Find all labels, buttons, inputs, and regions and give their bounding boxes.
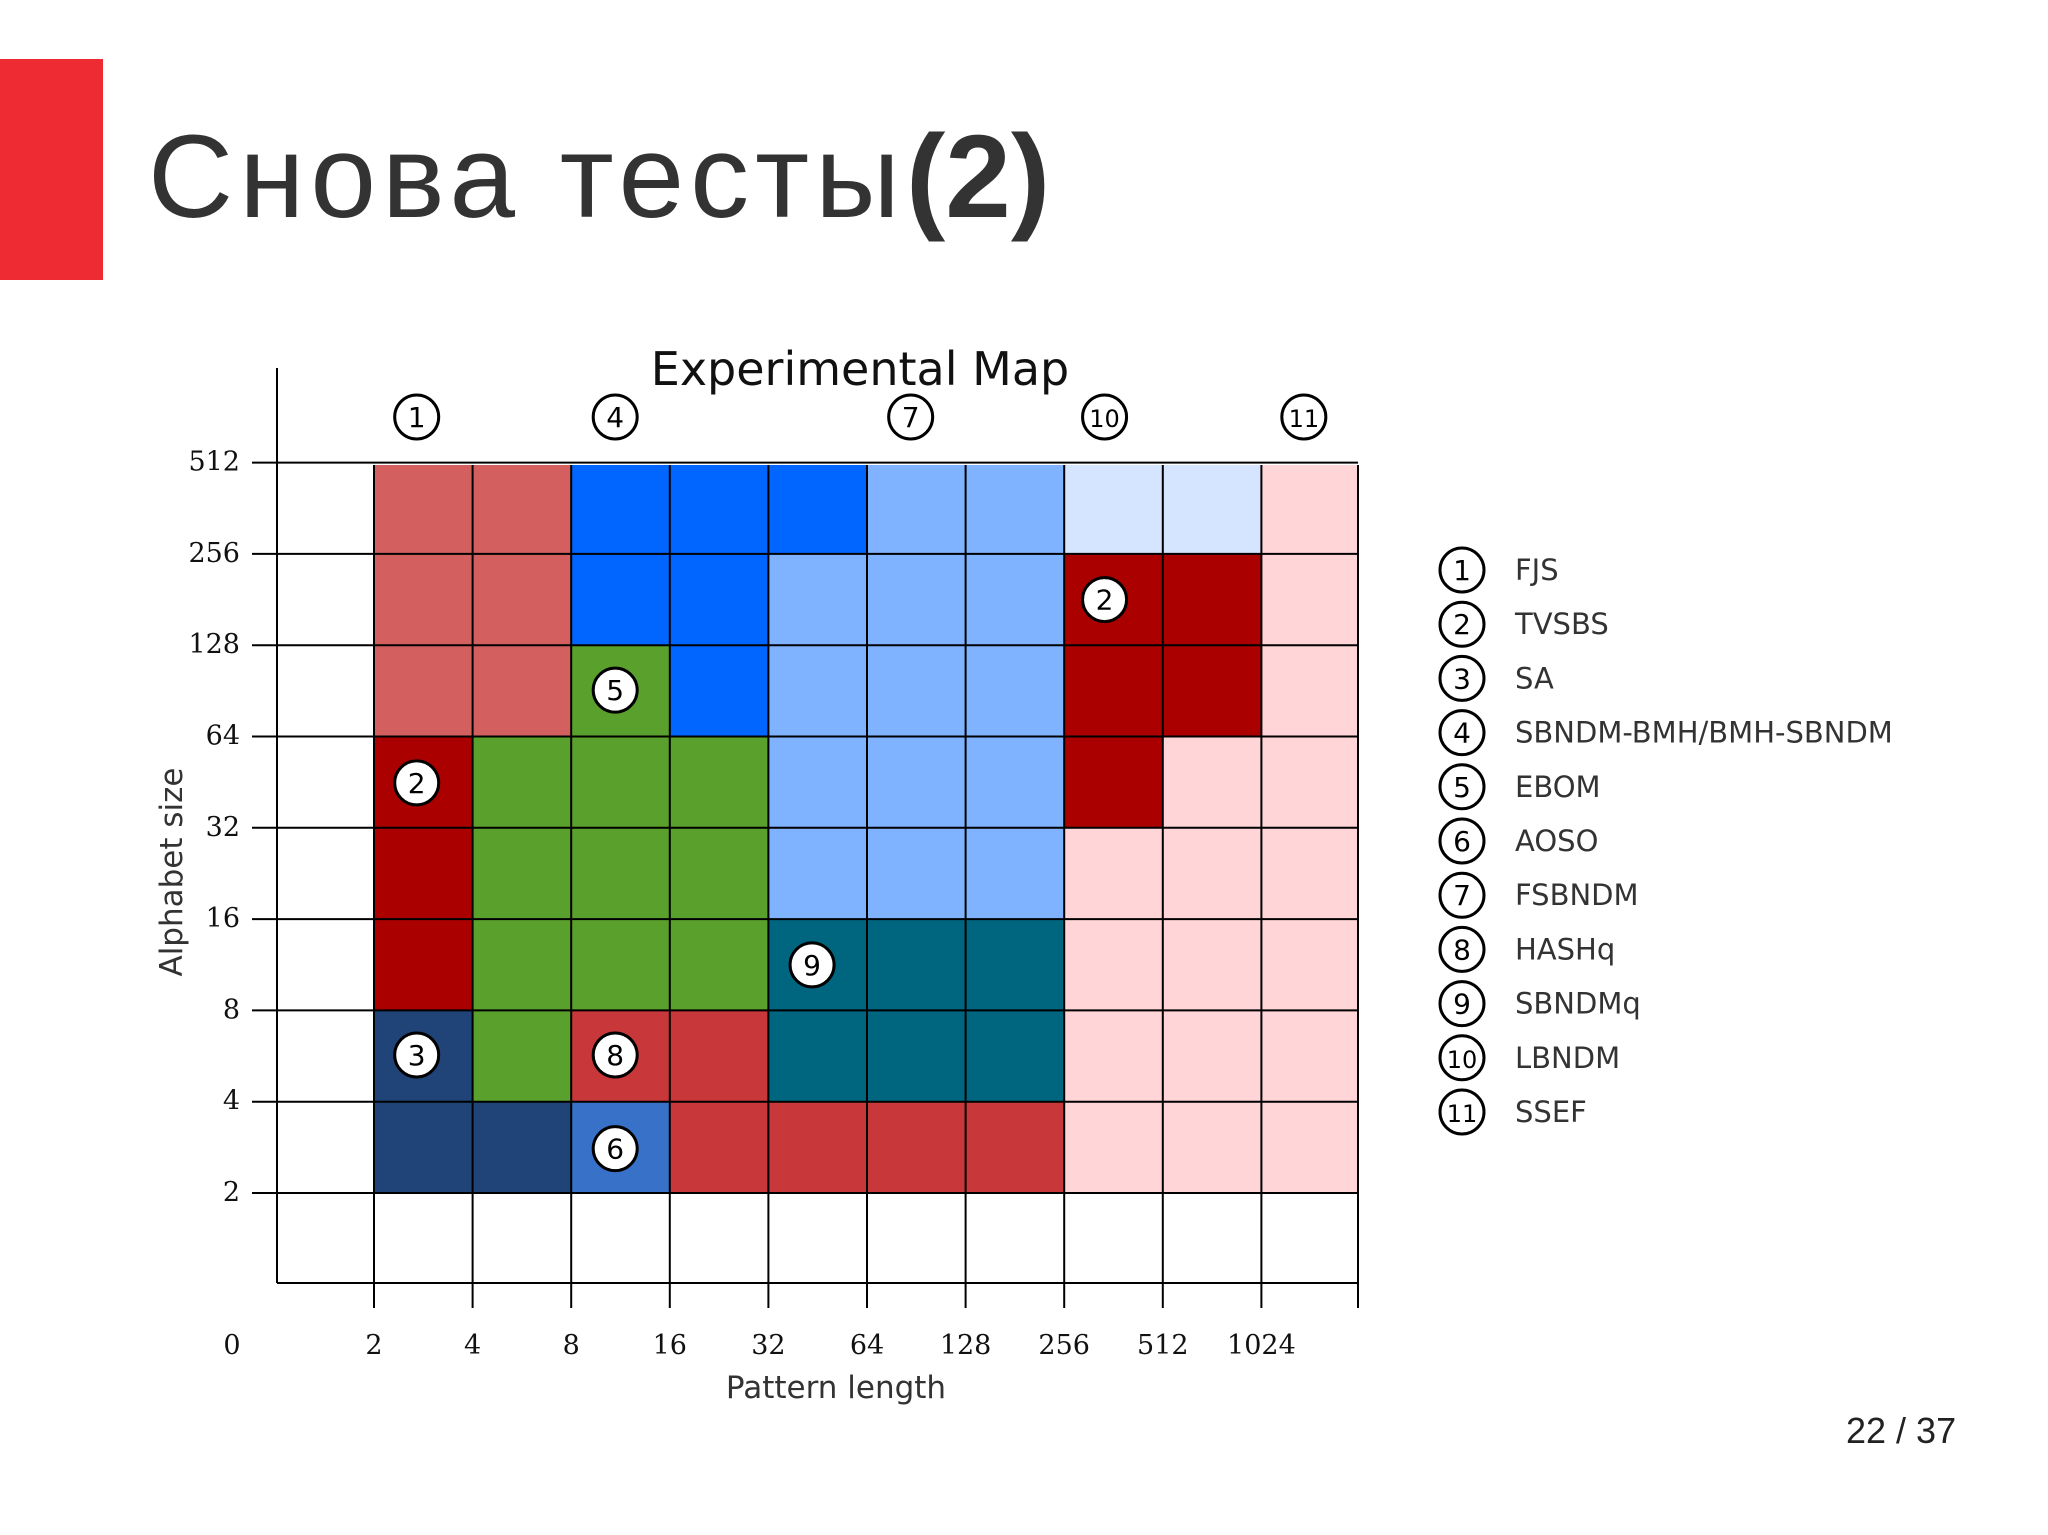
region-6	[472, 1010, 572, 1102]
legend-circle-8	[1438, 925, 1486, 973]
legend-circle-3	[1438, 654, 1486, 702]
map-marker-label-5: 2	[1096, 584, 1114, 617]
legend-number-9: 9	[1453, 988, 1471, 1021]
legend-entry-5: EBOM	[1515, 770, 1601, 804]
y-tick-label-256: 256	[188, 538, 240, 569]
x-tick-label-64: 64	[850, 1330, 884, 1361]
map-marker-circle-9	[393, 1031, 441, 1079]
legend-number-1: 1	[1453, 554, 1471, 587]
y-tick-label-8: 8	[223, 994, 240, 1025]
legend-circle-2	[1438, 600, 1486, 648]
map-marker-label-2: 7	[902, 401, 920, 434]
map-marker-circle-10	[591, 1031, 639, 1079]
map-marker-label-11: 6	[606, 1133, 624, 1166]
region-1	[571, 465, 867, 554]
legend-circle-1	[1438, 546, 1486, 594]
map-marker-circle-3	[1081, 393, 1129, 441]
map-marker-label-7: 2	[408, 767, 426, 800]
region-20	[472, 1101, 572, 1193]
x-tick-label-32: 32	[751, 1330, 785, 1361]
map-marker-circle-5	[1081, 576, 1129, 624]
map-marker-circle-4	[1280, 393, 1328, 441]
map-marker-label-4: 11	[1289, 405, 1320, 433]
page-number: 22 / 37	[1846, 1410, 1957, 1451]
legend-entry-11: SSEF	[1515, 1095, 1587, 1129]
legend-entry-6: AOSO	[1515, 824, 1598, 858]
region-10	[1261, 465, 1358, 1193]
region-3	[669, 645, 769, 737]
slide-title-main: Снова тесты	[148, 111, 906, 243]
legend-entry-10: LBNDM	[1515, 1041, 1620, 1075]
legend-circle-4	[1438, 709, 1486, 757]
x-tick-label-8: 8	[563, 1330, 580, 1361]
y-tick-label-64: 64	[206, 721, 240, 752]
legend-entry-3: SA	[1515, 661, 1554, 695]
map-marker-label-10: 8	[606, 1039, 624, 1072]
legend-number-2: 2	[1453, 608, 1471, 641]
x-tick-label-2: 2	[365, 1330, 382, 1361]
legend-number-11: 11	[1447, 1100, 1478, 1128]
legend-circle-10	[1438, 1034, 1486, 1082]
slide-title-number: (2)	[905, 111, 1051, 243]
map-marker-circle-1	[591, 393, 639, 441]
region-14	[1064, 736, 1163, 828]
legend-entry-7: FSBNDM	[1515, 878, 1639, 912]
y-tick-label-2: 2	[223, 1177, 240, 1208]
y-tick-label-4: 4	[223, 1086, 240, 1117]
x-tick-label-1024: 1024	[1227, 1330, 1296, 1361]
accent-bar	[0, 59, 103, 280]
map-marker-circle-7	[393, 759, 441, 807]
legend-circle-5	[1438, 763, 1486, 811]
map-marker-label-6: 5	[606, 674, 624, 707]
legend-number-6: 6	[1453, 825, 1471, 858]
legend-number-10: 10	[1447, 1046, 1478, 1074]
y-tick-label-128: 128	[188, 629, 240, 660]
x-tick-label-0: 0	[223, 1330, 240, 1361]
x-axis-label: Pattern length	[726, 1370, 946, 1406]
region-11	[1162, 736, 1262, 1193]
map-marker-circle-0	[393, 393, 441, 441]
y-tick-label-16: 16	[206, 903, 240, 934]
x-tick-label-4: 4	[464, 1330, 481, 1361]
region-5	[472, 736, 769, 1011]
legend-entry-8: HASHq	[1515, 932, 1615, 966]
legend-number-7: 7	[1453, 879, 1471, 912]
x-tick-label-256: 256	[1038, 1330, 1090, 1361]
legend-circle-6	[1438, 817, 1486, 865]
legend-entry-4: SBNDM-BMH/BMH-SBNDM	[1515, 716, 1893, 750]
legend-number-4: 4	[1453, 717, 1471, 750]
chart-title: Experimental Map	[651, 342, 1069, 396]
slide-title: Снова тесты(2)	[148, 118, 1050, 236]
legend-circle-7	[1438, 871, 1486, 919]
map-marker-label-8: 9	[803, 949, 821, 982]
map-marker-label-3: 10	[1089, 405, 1120, 433]
map-marker-circle-6	[591, 666, 639, 714]
y-tick-label-32: 32	[206, 812, 240, 843]
legend-number-5: 5	[1453, 771, 1471, 804]
legend-circle-11	[1438, 1088, 1486, 1136]
x-tick-label-512: 512	[1137, 1330, 1189, 1361]
legend-entry-2: TVSBS	[1514, 607, 1609, 641]
map-marker-circle-8	[788, 941, 836, 989]
map-marker-label-0: 1	[408, 401, 426, 434]
legend-number-8: 8	[1453, 933, 1471, 966]
y-axis-label: Alphabet size	[154, 767, 190, 976]
map-marker-label-9: 3	[408, 1039, 426, 1072]
legend-circle-9	[1438, 980, 1486, 1028]
legend-entry-9: SBNDMq	[1515, 987, 1641, 1021]
map-marker-circle-11	[591, 1125, 639, 1173]
legend-entry-1: FJS	[1515, 553, 1559, 587]
x-tick-label-128: 128	[940, 1330, 992, 1361]
legend-number-3: 3	[1453, 662, 1471, 695]
x-tick-label-16: 16	[653, 1330, 687, 1361]
map-marker-circle-2	[887, 393, 935, 441]
y-tick-label-512: 512	[188, 447, 240, 478]
map-marker-label-1: 4	[606, 401, 624, 434]
